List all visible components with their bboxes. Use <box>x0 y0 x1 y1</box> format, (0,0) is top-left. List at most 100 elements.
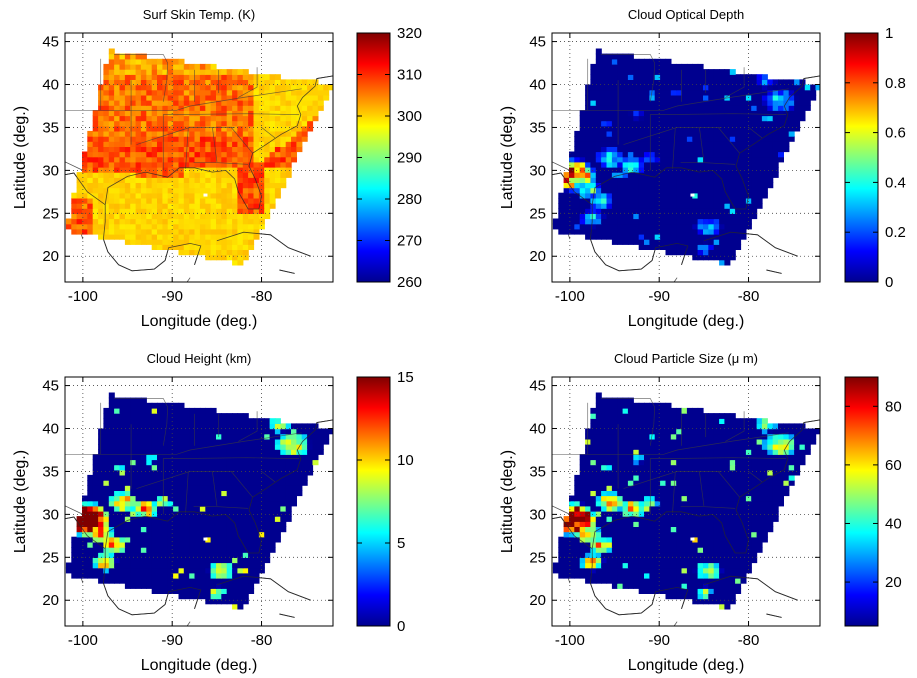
data-cell <box>617 239 624 245</box>
data-cell <box>242 480 249 486</box>
data-cell <box>242 428 249 435</box>
data-cell <box>644 572 650 579</box>
coastline <box>230 127 253 154</box>
data-cell <box>692 177 699 183</box>
data-cell <box>601 166 608 173</box>
data-cell <box>585 197 592 204</box>
data-cell <box>692 197 699 204</box>
data-cell <box>601 223 608 230</box>
data-cell <box>124 136 131 142</box>
data-cell <box>719 218 726 225</box>
data-cell <box>232 223 239 230</box>
data-cell <box>76 177 83 183</box>
data-cell <box>199 490 206 497</box>
data-cell <box>649 531 656 538</box>
data-cell <box>146 218 153 225</box>
data-cell <box>167 557 174 564</box>
data-cell <box>606 531 613 538</box>
data-cell <box>173 228 180 235</box>
data-cell <box>627 63 634 70</box>
data-cell <box>713 115 720 122</box>
data-cell <box>87 510 94 517</box>
data-cell <box>686 151 693 158</box>
data-cell <box>627 536 634 543</box>
data-cell <box>296 469 303 476</box>
data-cell <box>274 495 281 502</box>
data-cell <box>248 244 255 250</box>
data-cell <box>226 598 233 605</box>
data-cell <box>280 105 287 111</box>
data-cell <box>151 172 158 178</box>
data-cell <box>151 100 158 106</box>
data-cell <box>622 115 629 122</box>
data-cell <box>92 480 99 486</box>
data-cell <box>140 161 147 168</box>
data-cell <box>665 536 672 543</box>
data-cell <box>130 69 137 75</box>
data-cell <box>729 177 736 183</box>
data-cell <box>173 588 180 594</box>
data-cell <box>135 58 142 65</box>
data-cell <box>157 125 163 132</box>
data-cell <box>221 125 228 132</box>
data-cell <box>135 397 142 404</box>
data-cell <box>157 182 163 189</box>
data-cell <box>157 63 163 70</box>
x-tick-label: -100 <box>68 632 98 649</box>
data-cell <box>189 428 196 435</box>
data-cell <box>76 203 83 209</box>
data-cell <box>681 526 688 533</box>
data-cell <box>205 228 212 235</box>
data-cell <box>686 536 693 543</box>
data-cell <box>114 505 121 512</box>
data-cell <box>157 187 163 194</box>
data-cell <box>724 115 731 122</box>
data-cell <box>183 84 190 91</box>
data-cell <box>178 177 185 183</box>
data-cell <box>697 146 704 153</box>
data-cell <box>242 249 249 256</box>
data-cell <box>258 536 265 543</box>
data-cell <box>595 228 602 235</box>
data-cell <box>697 531 704 538</box>
data-cell <box>296 438 303 445</box>
data-cell <box>563 521 570 527</box>
data-cell <box>76 208 83 214</box>
data-cell <box>590 161 597 168</box>
data-cell <box>151 89 158 96</box>
data-cell <box>649 572 656 579</box>
data-cell <box>681 547 688 553</box>
data-cell <box>264 454 271 461</box>
data-cell <box>248 459 255 466</box>
data-cell <box>692 172 699 178</box>
data-cell <box>237 500 244 507</box>
data-cell <box>87 197 94 204</box>
data-cell <box>92 495 99 502</box>
data-cell <box>296 454 303 461</box>
data-cell <box>703 572 709 579</box>
data-cell <box>595 521 602 527</box>
data-cell <box>205 505 212 512</box>
data-cell <box>92 516 99 522</box>
data-cell <box>638 213 645 220</box>
data-cell <box>253 516 260 522</box>
data-cell <box>644 182 650 189</box>
data-cell <box>237 552 244 558</box>
data-cell <box>301 110 308 117</box>
data-cell <box>708 593 715 600</box>
data-cell <box>221 526 228 533</box>
data-cell <box>280 454 287 461</box>
data-cell <box>735 233 742 240</box>
data-cell <box>719 151 726 158</box>
data-cell <box>595 141 602 147</box>
data-cell <box>157 79 163 86</box>
data-cell <box>157 577 163 584</box>
data-cell <box>708 182 715 189</box>
data-cell <box>264 208 271 214</box>
data-cell <box>119 172 126 178</box>
data-cell <box>740 105 747 111</box>
data-cell <box>264 197 271 204</box>
data-cell <box>713 125 720 132</box>
data-cell <box>173 407 180 414</box>
data-cell <box>151 156 158 163</box>
